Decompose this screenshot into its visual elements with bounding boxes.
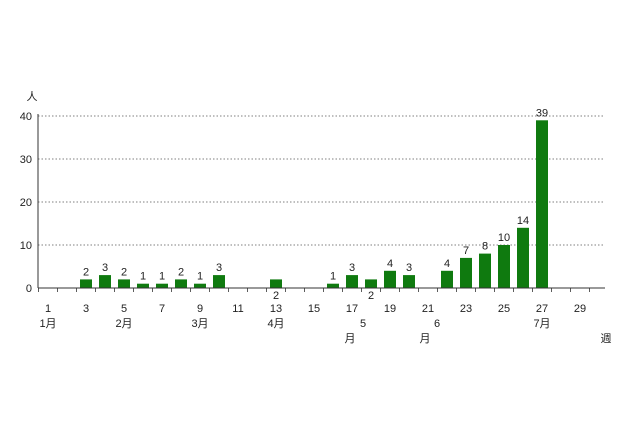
data-label: 1 — [330, 271, 336, 283]
x-tick-label: 7 — [159, 303, 165, 315]
data-label: 4 — [387, 258, 393, 270]
bar — [194, 283, 206, 288]
data-label: 4 — [444, 258, 450, 270]
data-label: 2 — [368, 290, 374, 302]
y-tick-label: 30 — [20, 154, 32, 166]
x-tick-label: 13 — [270, 303, 282, 315]
month-label: 6 — [434, 318, 440, 330]
bar — [99, 275, 111, 288]
x-tick-label: 1 — [45, 303, 51, 315]
x-tick-label: 11 — [232, 303, 243, 315]
bar — [460, 257, 472, 288]
bar — [213, 275, 225, 288]
x-tick-label: 9 — [197, 303, 203, 315]
data-label: 3 — [406, 262, 412, 274]
month-label: 月 — [345, 333, 356, 345]
data-label: 2 — [121, 266, 127, 278]
month-label: 3月 — [191, 318, 208, 330]
data-label: 2 — [83, 266, 89, 278]
bar — [346, 275, 358, 288]
data-label: 8 — [482, 241, 488, 253]
month-label: 7月 — [533, 318, 550, 330]
bar — [403, 275, 415, 288]
data-label: 3 — [349, 262, 355, 274]
bar — [517, 227, 529, 288]
x-tick-label: 21 — [422, 303, 434, 315]
data-label: 10 — [498, 232, 510, 244]
bar — [80, 279, 92, 288]
bar — [270, 279, 282, 288]
x-tick-label: 17 — [346, 303, 358, 315]
bar — [156, 283, 168, 288]
x-axis-label: 週 — [601, 332, 612, 345]
bar — [137, 283, 149, 288]
month-label: 1月 — [39, 318, 56, 330]
bar — [118, 279, 130, 288]
x-tick-label: 19 — [384, 303, 396, 315]
x-tick-labels: 1 3 5 7 9 11 13 15 17 19 21 23 25 27 29 — [45, 303, 586, 315]
data-label: 1 — [159, 271, 165, 283]
month-label: 2月 — [115, 318, 132, 330]
month-label: 5 — [360, 318, 366, 330]
bar — [498, 245, 510, 288]
y-tick-label: 20 — [20, 197, 32, 209]
y-tick-labels: 0 10 20 30 40 — [20, 111, 32, 295]
bar — [365, 279, 377, 288]
data-label: 1 — [197, 271, 203, 283]
y-axis-label: 人 — [27, 90, 38, 103]
bar — [479, 253, 491, 288]
y-tick-label: 10 — [20, 240, 32, 252]
bar — [175, 279, 187, 288]
month-label: 4月 — [267, 318, 284, 330]
data-label: 3 — [216, 262, 222, 274]
bar — [536, 120, 548, 288]
gridlines — [38, 115, 605, 246]
x-tick-label: 29 — [574, 303, 586, 315]
data-label: 14 — [517, 215, 529, 227]
x-tick-label: 25 — [498, 303, 510, 315]
y-tick-label: 0 — [26, 283, 32, 295]
axes — [37, 114, 605, 292]
month-label: 月 — [420, 333, 431, 345]
data-label: 1 — [140, 271, 146, 283]
x-tick-label: 27 — [536, 303, 548, 315]
data-label: 2 — [178, 266, 184, 278]
data-label: 3 — [102, 262, 108, 274]
bar — [384, 270, 396, 288]
x-tick-label: 15 — [308, 303, 320, 315]
bar — [441, 270, 453, 288]
data-label: 2 — [273, 290, 279, 302]
data-label: 39 — [536, 107, 548, 119]
x-tick-label: 5 — [121, 303, 127, 315]
bars: 2 3 2 1 1 2 1 3 2 1 3 2 4 3 4 7 8 10 14 39 — [80, 107, 548, 302]
data-label: 7 — [463, 245, 469, 257]
bar — [327, 283, 339, 288]
x-tick-label: 3 — [83, 303, 89, 315]
y-tick-label: 40 — [20, 111, 32, 123]
x-tick-label: 23 — [460, 303, 472, 315]
